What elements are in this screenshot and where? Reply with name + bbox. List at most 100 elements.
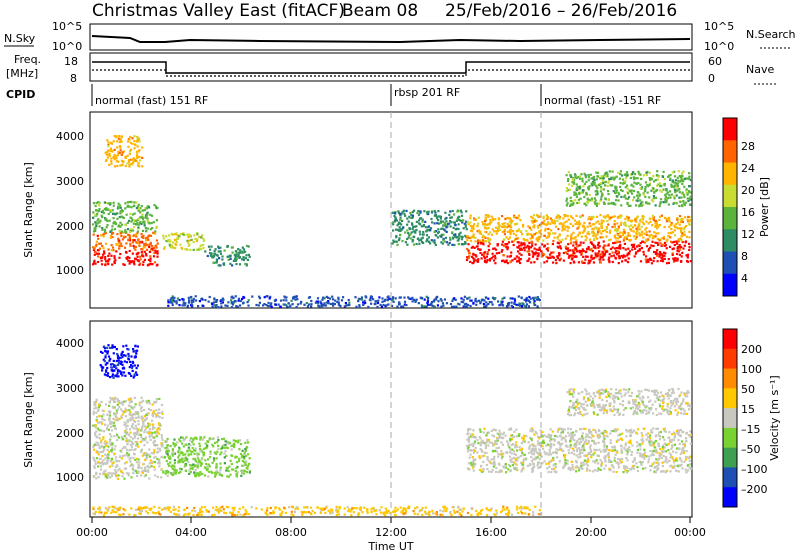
- velocity-cell-0: [124, 360, 126, 362]
- power-cell-9: [683, 194, 685, 196]
- power-cell-9: [675, 179, 677, 181]
- power-cell-2: [120, 210, 122, 212]
- power-cell-2: [129, 217, 131, 219]
- velocity-cell-1: [124, 435, 126, 437]
- power-cell-6: [445, 237, 447, 239]
- power-cell-6: [418, 243, 420, 245]
- power-cell-9: [603, 188, 605, 190]
- power-cell-10: [370, 303, 372, 305]
- velocity-cell-2: [167, 448, 169, 450]
- power-cell-9: [683, 202, 685, 204]
- power-cell-0: [101, 260, 103, 262]
- velocity-cell-2: [246, 471, 248, 473]
- power-cell-9: [594, 203, 596, 205]
- velocity-cell-2: [190, 451, 192, 453]
- power-cell-10: [310, 303, 312, 305]
- power-cell-8: [567, 235, 569, 237]
- velocity-cell-3: [654, 467, 656, 469]
- power-cell-7: [539, 249, 541, 251]
- velocity-cell-3: [642, 468, 644, 470]
- velocity-cell-0: [116, 348, 118, 350]
- power-cell-6: [422, 219, 424, 221]
- power-cell-9: [635, 182, 637, 184]
- power-cell-8: [676, 219, 678, 221]
- power-ytick-2000: 2000: [56, 220, 84, 233]
- power-cell-9: [566, 204, 568, 206]
- power-cell-8: [654, 226, 656, 228]
- power-cell-8: [619, 232, 621, 234]
- power-cell-7: [614, 257, 616, 259]
- velocity-cell-3: [482, 440, 484, 442]
- power-cell-6: [461, 215, 463, 217]
- velocity-cell-1: [129, 461, 131, 463]
- velocity-cell-1: [119, 455, 121, 457]
- power-cell-8: [499, 225, 501, 227]
- power-cell-8: [580, 216, 582, 218]
- power-cell-10: [209, 296, 211, 298]
- power-cell-4: [193, 234, 195, 236]
- velocity-cell-1: [103, 471, 105, 473]
- power-cell-8: [497, 230, 499, 232]
- power-cell-9: [607, 193, 609, 195]
- power-cell-10: [381, 301, 383, 303]
- power-cell-10: [450, 303, 452, 305]
- power-cell-10: [387, 303, 389, 305]
- velocity-cell-3: [600, 451, 602, 453]
- velocity-cell-0: [120, 354, 122, 356]
- velocity-cell-2: [214, 442, 216, 444]
- power-cell-9: [682, 200, 684, 202]
- power-cell-2: [109, 231, 111, 233]
- power-cell-7: [557, 242, 559, 244]
- velocity-cell-1: [101, 445, 103, 447]
- power-cell-10: [300, 301, 302, 303]
- power-cell-9: [633, 178, 635, 180]
- power-cell-6: [437, 236, 439, 238]
- power-cell-7: [632, 246, 634, 248]
- power-cell-9: [635, 204, 637, 206]
- power-cell-8: [585, 239, 587, 241]
- power-cell-2: [109, 220, 111, 222]
- power-cell-7: [613, 255, 615, 257]
- power-cell-3: [105, 159, 107, 161]
- power-cell-7: [484, 251, 486, 253]
- velocity-cell-1: [118, 400, 120, 402]
- power-cell-9: [671, 186, 673, 188]
- power-cell-2: [138, 208, 140, 210]
- power-cell-7: [653, 251, 655, 253]
- power-cell-3: [109, 150, 111, 152]
- power-cell-7: [491, 257, 493, 259]
- power-cell-6: [422, 221, 424, 223]
- power-cell-1: [156, 246, 158, 248]
- power-cell-7: [672, 254, 674, 256]
- power-cell-2: [122, 210, 124, 212]
- power-cell-0: [98, 253, 100, 255]
- velocity-cell-2: [196, 473, 198, 475]
- power-cell-8: [489, 223, 491, 225]
- power-cell-8: [599, 223, 601, 225]
- power-cell-8: [614, 215, 616, 217]
- velocity-cell-1: [160, 456, 162, 458]
- power-cell-6: [393, 215, 395, 217]
- power-cell-8: [669, 220, 671, 222]
- power-cell-9: [663, 171, 665, 173]
- power-cell-10: [191, 304, 193, 306]
- velocity-cell-1: [141, 406, 143, 408]
- power-cell-4: [196, 240, 198, 242]
- power-cell-8: [502, 223, 504, 225]
- velocity-cell-2: [206, 469, 208, 471]
- power-cell-10: [323, 304, 325, 306]
- power-cell-2: [133, 205, 135, 207]
- power-cell-2: [113, 217, 115, 219]
- power-cell-8: [593, 228, 595, 230]
- power-cell-2: [130, 228, 132, 230]
- velocity-cell-1: [136, 443, 138, 445]
- power-cell-9: [674, 197, 676, 199]
- power-cell-9: [687, 197, 689, 199]
- power-cell-2: [135, 201, 137, 203]
- velocity-cell-1: [137, 446, 139, 448]
- power-cell-3: [129, 153, 131, 155]
- velocity-cell-2: [240, 475, 242, 477]
- power-cell-10: [321, 299, 323, 301]
- power-cell-8: [592, 223, 594, 225]
- nave-label: Nave: [746, 63, 774, 76]
